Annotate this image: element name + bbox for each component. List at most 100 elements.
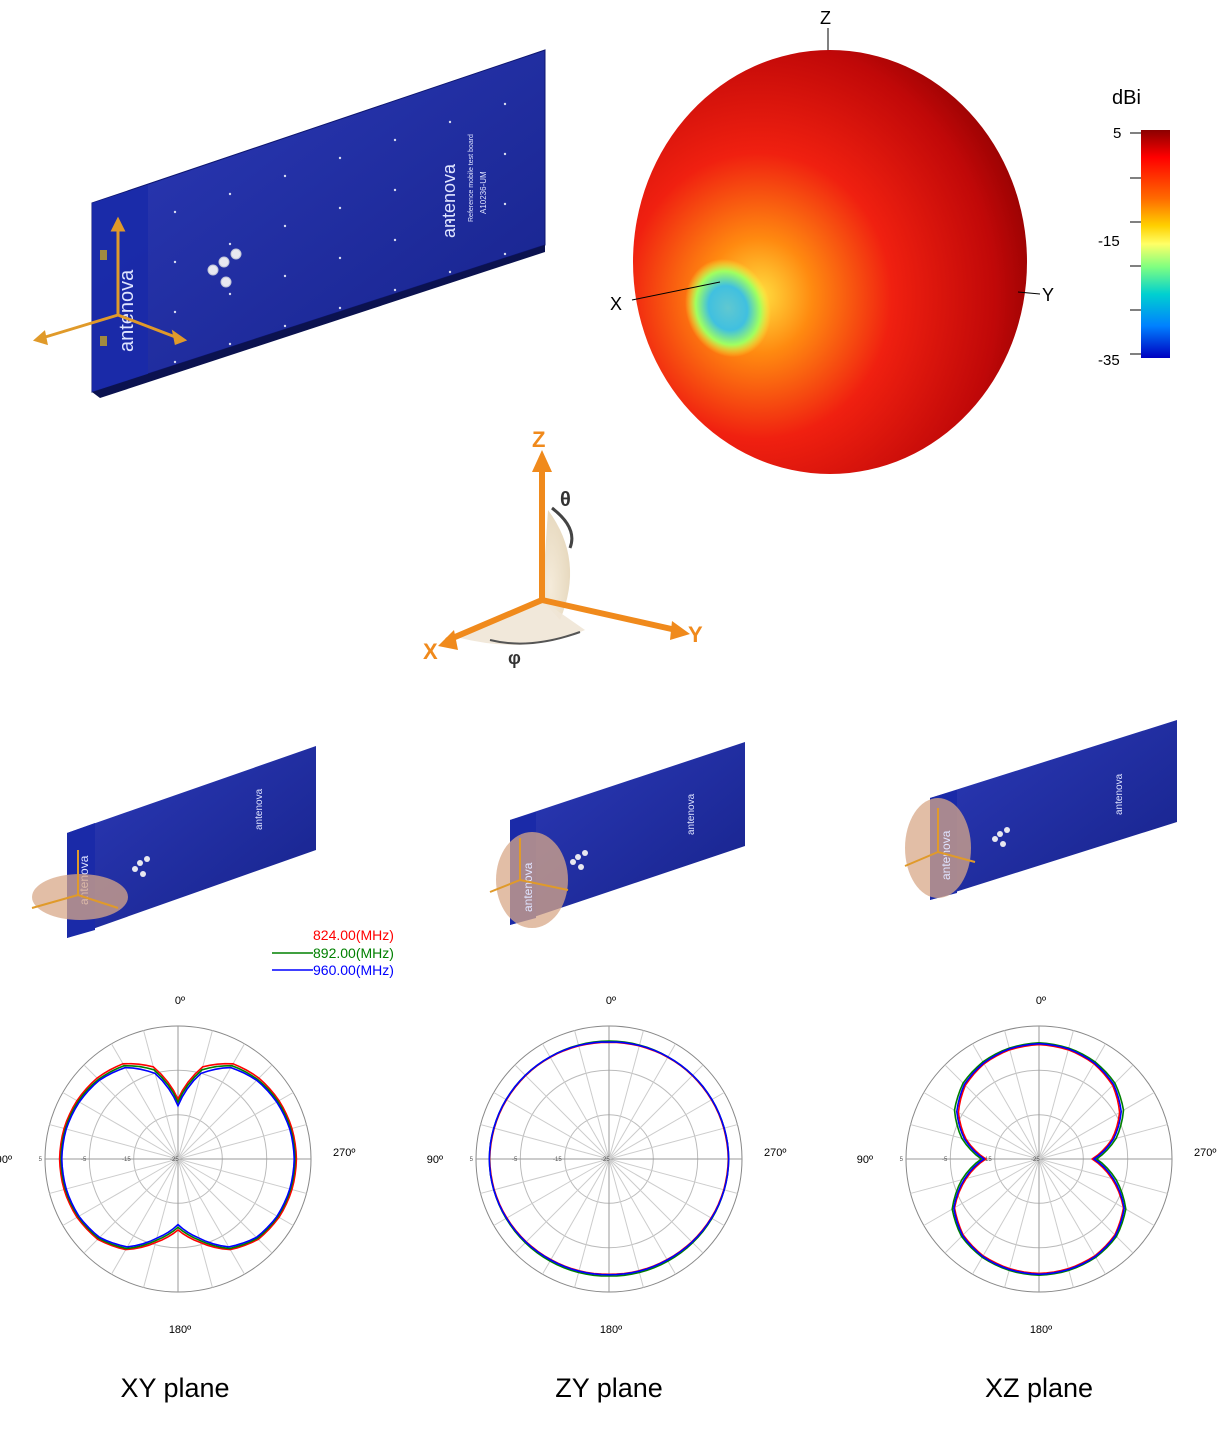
theta-label: θ	[560, 489, 571, 511]
polar-spoke	[1038, 1158, 1074, 1288]
polar-spoke	[972, 1043, 1040, 1160]
board-small-xz-axes	[904, 808, 976, 867]
polar-spoke	[514, 1064, 610, 1160]
pattern-null	[684, 258, 772, 358]
polar-spoke	[923, 1158, 1040, 1226]
polar-angle-label-bottom: 180º	[169, 1324, 191, 1336]
polar-spoke	[49, 1158, 179, 1194]
polar-series-960.00(MHz)	[60, 1066, 296, 1248]
z-axis-label: Z	[820, 8, 831, 28]
polar-spoke	[1004, 1158, 1040, 1288]
polar-spoke	[608, 1030, 644, 1160]
polar-spoke	[177, 1030, 213, 1160]
y-axis-line	[1017, 291, 1041, 295]
polar-spoke	[514, 1158, 610, 1254]
x-axis-line	[631, 281, 721, 301]
polar-angle-label-bottom: 180º	[1030, 1324, 1052, 1336]
board-small-xy-brand-right: antenova	[254, 788, 265, 830]
colorbar-bar	[1141, 130, 1170, 358]
z-arrow-head	[532, 450, 552, 472]
polar-spoke	[608, 1158, 738, 1194]
y-axis-label: Y	[1042, 285, 1054, 305]
polar-angle-label-top: 0º	[175, 995, 185, 1007]
board-large-brand: antenova	[116, 269, 138, 352]
coordinate-diagram: Z X Y θ φ	[423, 427, 703, 668]
caption-zy-plane: ZY plane	[555, 1373, 663, 1403]
legend-label-824: 824.00(MHz)	[313, 927, 394, 943]
polar-spoke	[608, 1158, 725, 1226]
theta-arc	[551, 506, 574, 549]
legend-entry-824: 824.00(MHz)	[313, 927, 394, 943]
polar-radial-tick: -25	[601, 1157, 610, 1163]
polar-angle-label-right: 270º	[764, 1147, 786, 1159]
polar-spoke	[62, 1158, 179, 1226]
board-small-zy-face	[510, 742, 745, 925]
polar-spoke	[944, 1064, 1040, 1160]
legend-entry-892: 892.00(MHz)	[272, 945, 394, 961]
polar-plot-xz: -25 -15 -5 5 0º 180º 90º 270º	[857, 995, 1217, 1336]
polar-spoke	[111, 1043, 179, 1160]
frequency-legend: 824.00(MHz) 892.00(MHz) 960.00(MHz)	[272, 927, 394, 978]
polar-series-824.00(MHz)	[58, 1062, 298, 1251]
board-large-subtitle: Reference mobile test board	[468, 134, 475, 222]
polar-angle-label-right: 270º	[1194, 1147, 1216, 1159]
polar-spoke	[574, 1030, 610, 1160]
phi-label: φ	[508, 648, 521, 668]
polar-series-892.00(MHz)	[60, 1064, 296, 1250]
polar-spoke	[1038, 1064, 1134, 1160]
polar-radial-tick: 5	[39, 1157, 43, 1163]
y-arrow-head	[670, 621, 690, 640]
board-large-vias	[173, 102, 507, 364]
polar-radial-tick: -15	[983, 1157, 992, 1163]
polar-spoke	[608, 1158, 704, 1254]
polar-plot-zy: -25 -15 -5 5 0º 180º 90º 270º	[427, 995, 787, 1336]
board-small-zy-brand: antenova	[521, 862, 535, 912]
polar-spoke	[923, 1092, 1040, 1160]
polar-angle-label-left: 90º	[427, 1154, 443, 1166]
polar-spoke	[493, 1092, 610, 1160]
radiation-pattern-3d: Z X Y	[610, 8, 1054, 474]
polar-spoke	[972, 1158, 1040, 1275]
polar-spoke	[608, 1064, 704, 1160]
board-small-xz-brand-right: antenova	[1114, 773, 1125, 815]
coord-axes	[445, 467, 679, 643]
colorbar-ticks	[1130, 132, 1141, 355]
polar-radial-tick: 5	[900, 1157, 904, 1163]
pattern-sphere	[633, 50, 1027, 474]
polar-angle-label-top: 0º	[606, 995, 616, 1007]
board-large-feed-pad	[100, 250, 107, 260]
polar-plot-xy: -25 -15 -5 5 0º 180º 90º 270º	[0, 995, 355, 1336]
polar-spoke	[493, 1158, 610, 1226]
polar-spoke	[910, 1158, 1040, 1194]
board-small-xy-pads	[132, 856, 150, 877]
board-large-axes	[32, 216, 188, 346]
board-large-model: A10236-UM	[479, 171, 488, 214]
board-large-ground-pad	[100, 336, 107, 346]
polar-spoke	[1038, 1158, 1168, 1194]
polar-radial-tick: -15	[553, 1157, 562, 1163]
board-small-zy-pads	[570, 850, 588, 870]
polar-spoke	[62, 1092, 179, 1160]
theta-wedge	[542, 510, 571, 620]
board-large: antenova antenova Reference mobile test …	[32, 49, 546, 398]
polar-spoke	[177, 1158, 213, 1288]
polar-radial-tick: -5	[81, 1157, 87, 1163]
polar-spoke	[177, 1158, 294, 1226]
caption-xz-plane: XZ plane	[985, 1373, 1093, 1403]
polar-radial-tick: -5	[512, 1157, 518, 1163]
polar-spoke	[1004, 1030, 1040, 1160]
board-small-xz-face	[930, 720, 1177, 900]
polar-spoke	[944, 1158, 1040, 1254]
polar-spoke	[480, 1124, 610, 1160]
polar-spoke	[177, 1158, 245, 1275]
polar-spoke	[608, 1043, 676, 1160]
coord-x-label: X	[423, 639, 438, 664]
legend-label-960: 960.00(MHz)	[313, 962, 394, 978]
phi-wedge	[460, 600, 585, 645]
polar-series-960.00(MHz)	[952, 1042, 1126, 1276]
board-small-zy-plane-disc	[496, 832, 568, 928]
board-small-xy-plane-disc	[32, 874, 128, 920]
board-small-zy: antenova antenova	[489, 742, 745, 928]
polar-spoke	[1038, 1124, 1168, 1160]
